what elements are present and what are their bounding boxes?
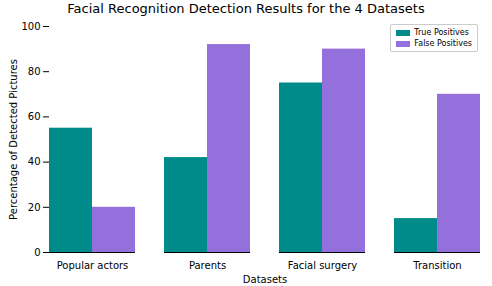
svg-text:Popular actors: Popular actors [57,260,129,271]
svg-text:Facial surgery: Facial surgery [288,260,357,271]
svg-text:0: 0 [34,247,40,258]
svg-text:100: 100 [21,21,40,32]
svg-text:40: 40 [28,156,41,167]
svg-text:Datasets: Datasets [243,274,287,285]
svg-text:60: 60 [28,111,41,122]
svg-text:Parents: Parents [189,260,226,271]
svg-text:20: 20 [28,202,41,213]
html-text:True Positives: True Positives [414,28,469,37]
svg-text:80: 80 [28,66,41,77]
svg-text:Transition: Transition [412,260,461,271]
html-text:False Positives: False Positives [414,39,472,48]
html-text:Facial Recognition Detection R: Facial Recognition Detection Results for… [67,1,425,16]
svg-text:Percentage of Detected Picture: Percentage of Detected Pictures [8,59,19,220]
